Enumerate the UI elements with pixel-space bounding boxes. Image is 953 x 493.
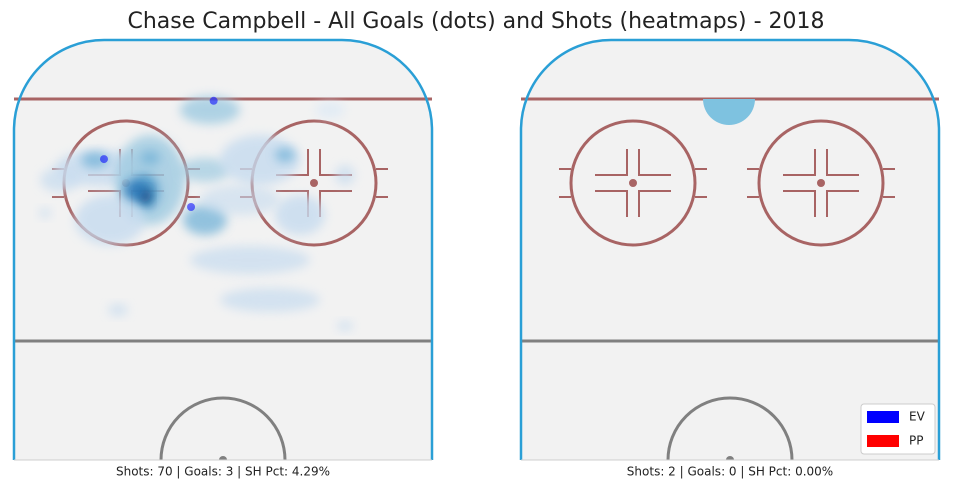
shot-heat bbox=[200, 185, 280, 215]
figure-title: Chase Campbell - All Goals (dots) and Sh… bbox=[128, 9, 825, 34]
rink-panel: Shots: 70 | Goals: 3 | SH Pct: 4.29% bbox=[12, 38, 434, 479]
rink-markings bbox=[521, 97, 939, 460]
center-circle bbox=[159, 396, 287, 460]
center-dot bbox=[219, 456, 227, 460]
shot-heat bbox=[180, 158, 230, 182]
shot-heat bbox=[183, 205, 227, 235]
legend-swatch bbox=[867, 411, 899, 423]
faceoff-l bbox=[638, 149, 671, 176]
faceoff-dot bbox=[817, 179, 825, 187]
goal-dot bbox=[209, 96, 218, 105]
shot-heat bbox=[335, 165, 355, 185]
shot-heat bbox=[108, 304, 128, 316]
shot-heat bbox=[275, 195, 325, 235]
shot-heat bbox=[75, 195, 145, 245]
shot-heat bbox=[180, 96, 240, 124]
goal-dot bbox=[187, 203, 196, 212]
legend-label: PP bbox=[909, 434, 923, 448]
shot-heat bbox=[40, 168, 80, 192]
faceoff-l bbox=[826, 149, 859, 176]
faceoff-l bbox=[595, 190, 628, 217]
legend-label: EV bbox=[909, 410, 926, 424]
faceoff-dot bbox=[629, 179, 637, 187]
faceoff-l bbox=[783, 190, 816, 217]
rink-surface bbox=[521, 40, 939, 460]
shot-heat bbox=[220, 135, 300, 185]
goal-dot bbox=[99, 155, 108, 164]
shot-heat bbox=[703, 99, 755, 125]
panel-caption: Shots: 70 | Goals: 3 | SH Pct: 4.29% bbox=[116, 465, 330, 479]
shot-heat bbox=[190, 246, 310, 274]
center-circle bbox=[666, 396, 794, 460]
rink-markings bbox=[14, 96, 432, 460]
faceoff-l bbox=[638, 190, 671, 217]
shot-heat bbox=[275, 148, 295, 162]
legend-swatch bbox=[867, 435, 899, 447]
rink-boards bbox=[12, 38, 434, 460]
faceoff-circle bbox=[569, 119, 697, 247]
panel-caption: Shots: 2 | Goals: 0 | SH Pct: 0.00% bbox=[627, 465, 833, 479]
faceoff-circle bbox=[757, 119, 885, 247]
shot-heat bbox=[140, 151, 160, 165]
shot-heat bbox=[315, 102, 345, 118]
faceoff-l bbox=[826, 190, 859, 217]
shot-heat bbox=[337, 321, 353, 331]
center-dot bbox=[726, 456, 734, 460]
faceoff-l bbox=[595, 149, 628, 176]
faceoff-l bbox=[783, 149, 816, 176]
faceoff-dot bbox=[310, 179, 318, 187]
shot-heat bbox=[220, 288, 320, 312]
rink-panel: Shots: 2 | Goals: 0 | SH Pct: 0.00% EV PP bbox=[519, 38, 941, 479]
shot-heat bbox=[39, 208, 51, 218]
shot-heat bbox=[123, 180, 147, 200]
rink-boards bbox=[519, 38, 941, 460]
